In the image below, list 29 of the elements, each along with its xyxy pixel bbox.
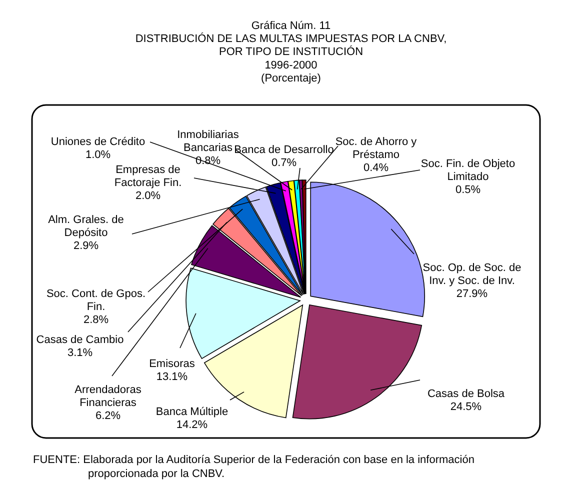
slice-label: Soc. Fin. de Objeto Limitado bbox=[420, 158, 516, 183]
data-label: 6.2% bbox=[95, 410, 121, 422]
data-label: 0.4% bbox=[363, 162, 389, 174]
slice-label: Casas de Cambio bbox=[36, 334, 124, 346]
slice-label: Emisoras bbox=[149, 358, 196, 370]
data-label: 2.8% bbox=[83, 314, 109, 326]
slice-label: Soc. de Ahorro y Préstamo bbox=[335, 136, 418, 161]
data-label: 27.9% bbox=[456, 288, 488, 300]
slice-label: Uniones de Crédito bbox=[50, 136, 146, 148]
data-label: 1.0% bbox=[85, 149, 111, 161]
slice-label: Arrendadoras Financieras bbox=[74, 384, 142, 409]
slice-label: Alm. Grales. de Depósito bbox=[48, 214, 124, 239]
chart-subtitle: 1996-2000 (Porcentaje) bbox=[261, 59, 321, 85]
data-label: 14.2% bbox=[176, 419, 208, 431]
slice-label: Casas de Bolsa bbox=[427, 388, 506, 400]
source-note: FUENTE: Elaborada por la Auditoría Superior de la Federación con base en la información proporcionada por la CNBV. bbox=[33, 454, 474, 480]
slice-label: Soc. Cont. de Gpos. Fin. bbox=[46, 288, 146, 313]
slice-label: Banca de Desarrollo bbox=[234, 144, 334, 156]
data-label: 0.5% bbox=[455, 184, 481, 196]
slice-label: Soc. Op. de Soc. de Inv. y Soc. de Inv. bbox=[422, 262, 522, 287]
data-label: 2.9% bbox=[73, 240, 99, 252]
data-label: 0.7% bbox=[271, 157, 297, 169]
data-label: 3.1% bbox=[67, 347, 93, 359]
data-label: 13.1% bbox=[156, 371, 188, 383]
data-label: 24.5% bbox=[450, 401, 482, 413]
slice-label: Empresas de Factoraje Fin. bbox=[114, 164, 182, 189]
slice-label: Banca Múltiple bbox=[156, 406, 228, 418]
data-label: 2.0% bbox=[135, 190, 161, 202]
chart-title: Gráfica Núm. 11 DISTRIBUCIÓN DE LAS MULTAS IMPUESTAS POR LA CNBV, POR TIPO DE INSTITUCIÓN bbox=[135, 20, 447, 58]
